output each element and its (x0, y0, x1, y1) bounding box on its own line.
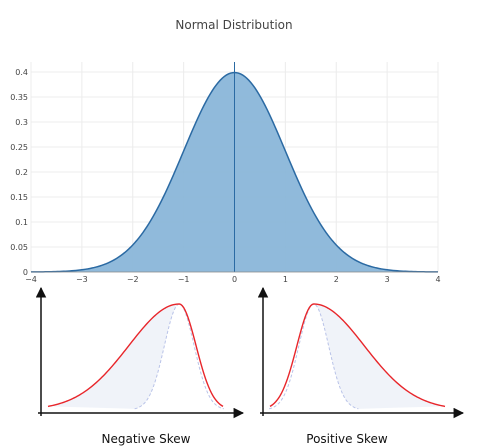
negative-skew-caption: Negative Skew (101, 432, 190, 446)
x-tick-label: −3 (76, 275, 88, 284)
positive-skew-shaded-region (313, 304, 445, 409)
positive-skew-reference-curve (269, 303, 359, 410)
y-tick-label: 0.15 (10, 193, 28, 202)
y-tick-label: 0.3 (15, 118, 28, 127)
y-tick-label: 0.35 (10, 93, 28, 102)
x-tick-label: −1 (178, 275, 190, 284)
negative-skew-curve (47, 303, 224, 408)
positive-skew-panel: Positive Skew (257, 286, 465, 446)
y-tick-label: 0 (23, 268, 28, 277)
positive-skew-caption: Positive Skew (306, 432, 388, 446)
y-tick-label: 0.2 (15, 168, 28, 177)
tick-labels: −4 −3 −2 −1 0 1 2 3 4 0 0.05 0.1 0.15 0.2 0.25 0.3 0.35 0… (10, 68, 440, 284)
negative-skew-shaded-region (48, 304, 180, 409)
negative-skew-panel: Negative Skew (35, 286, 245, 446)
negative-skew-reference-curve (134, 303, 225, 410)
x-tick-label: −2 (127, 275, 139, 284)
positive-skew-curve (269, 303, 446, 408)
y-tick-label: 0.1 (15, 218, 28, 227)
x-tick-label: 4 (435, 275, 440, 284)
chart-title: Normal Distribution (175, 18, 292, 32)
y-tick-label: 0.25 (10, 143, 28, 152)
normal-distribution-chart: −4 −3 −2 −1 0 1 2 3 4 0 0.05 0.1 0.15 0.2 0.25 0.3 0.35 0… (10, 62, 441, 284)
x-tick-label: 3 (385, 275, 390, 284)
x-tick-label: −4 (25, 275, 37, 284)
y-tick-label: 0.05 (10, 243, 28, 252)
x-tick-label: 0 (232, 275, 237, 284)
x-tick-label: 2 (334, 275, 339, 284)
x-tick-label: 1 (283, 275, 288, 284)
y-tick-label: 0.4 (15, 68, 28, 77)
